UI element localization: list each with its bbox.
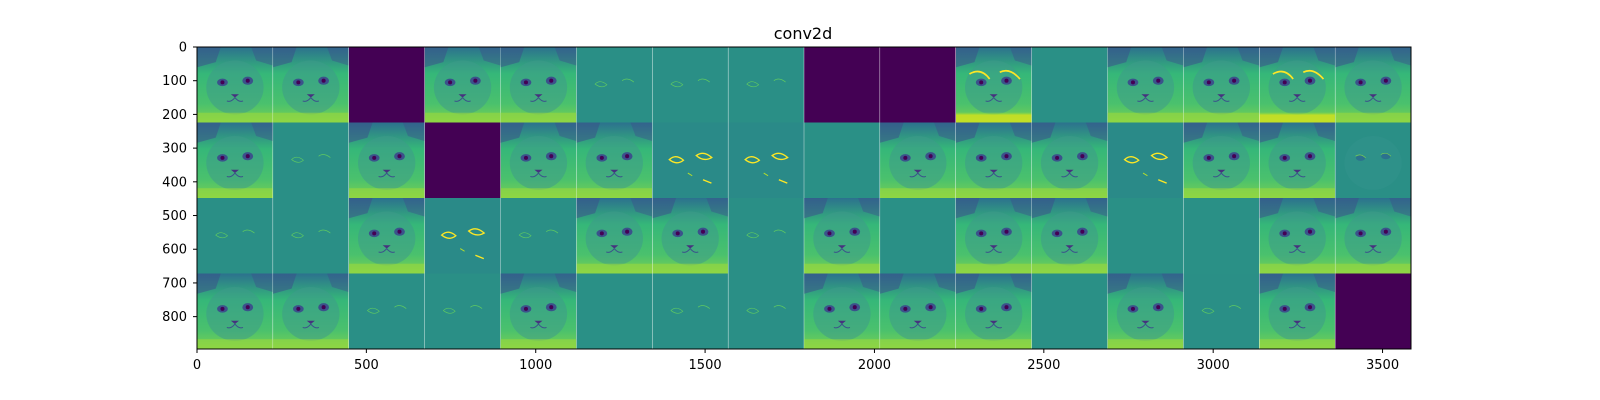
feature-map-tile	[424, 47, 501, 123]
feature-map-tile	[1107, 273, 1184, 349]
y-axis: 0 100 200 300 400 500 600 700 800	[162, 41, 197, 325]
y-tick-label: 500	[162, 209, 187, 224]
feature-map-tile	[348, 122, 425, 198]
feature-map-tile	[955, 122, 1032, 198]
x-axis: 0 500 1000 1500 2000 2500 3000 3500	[193, 349, 1399, 373]
x-tick-label: 2000	[858, 358, 891, 373]
feature-map-tile	[880, 198, 956, 274]
x-tick-label: 1000	[519, 358, 552, 373]
y-tick-label: 200	[162, 108, 187, 123]
feature-map-tile	[576, 198, 653, 274]
feature-map-tile	[197, 122, 273, 198]
feature-map-tile	[652, 47, 729, 123]
feature-map-tile	[272, 122, 349, 198]
feature-map-tile	[956, 47, 1032, 123]
feature-map-tile	[880, 47, 956, 123]
feature-map-tile	[424, 273, 501, 349]
feature-map-tile	[1031, 122, 1108, 198]
feature-map-tile	[955, 198, 1032, 274]
feature-map-tile	[1259, 273, 1336, 349]
feature-map-tile	[652, 122, 729, 198]
y-tick-label: 300	[162, 142, 187, 157]
feature-map-tile	[576, 47, 653, 123]
feature-map-tile	[1107, 122, 1184, 198]
feature-map-grid	[197, 47, 1411, 349]
feature-map-tile	[728, 47, 804, 123]
feature-map-tile	[500, 47, 577, 123]
feature-map-tile	[652, 198, 729, 274]
chart-title: conv2d	[774, 24, 833, 43]
x-tick-label: 2500	[1027, 358, 1060, 373]
feature-map-tile	[272, 198, 349, 274]
feature-map-tile	[1259, 47, 1335, 123]
feature-map-tile	[879, 273, 956, 349]
plot-frame	[196, 46, 1412, 350]
x-tick-label: 1500	[689, 358, 722, 373]
feature-map-tile	[197, 273, 273, 349]
feature-map-tile	[576, 273, 653, 349]
feature-map-tile	[1259, 122, 1336, 198]
x-tick-label: 3000	[1197, 358, 1230, 373]
y-tick-label: 600	[162, 243, 187, 258]
feature-map-tile	[348, 198, 425, 274]
feature-map-tile	[955, 273, 1032, 349]
feature-map-tile	[804, 47, 880, 123]
feature-map-tile	[1107, 198, 1184, 274]
feature-map-tile	[197, 47, 273, 123]
feature-map-tile	[500, 273, 577, 349]
feature-map-tile	[197, 198, 273, 274]
feature-map-tile	[1183, 122, 1260, 198]
feature-map-tile	[348, 273, 425, 349]
feature-map-tile	[348, 47, 425, 123]
y-tick-label: 0	[179, 41, 187, 56]
feature-map-tile	[1335, 198, 1411, 274]
feature-map-tile	[1259, 198, 1336, 274]
feature-map-tile	[500, 198, 577, 274]
feature-map-tile	[424, 122, 501, 198]
feature-map-tile	[576, 122, 653, 198]
y-tick-label: 800	[162, 310, 187, 325]
feature-map-tile	[728, 198, 804, 274]
feature-map-tile	[1183, 273, 1260, 349]
feature-map-tile	[879, 122, 956, 198]
feature-map-tile	[1335, 122, 1411, 198]
feature-map-tile	[728, 122, 804, 198]
feature-map-tile	[1031, 198, 1108, 274]
feature-map-tile	[1031, 273, 1108, 349]
feature-map-tile	[1031, 47, 1108, 123]
feature-map-tile	[1183, 198, 1260, 274]
feature-map-tile	[1335, 273, 1411, 349]
x-tick-label: 0	[193, 358, 201, 373]
y-tick-label: 700	[162, 276, 187, 291]
x-tick-label: 3500	[1366, 358, 1399, 373]
y-tick-label: 100	[162, 74, 187, 89]
feature-map-tile	[1107, 47, 1184, 123]
feature-map-tile	[804, 198, 880, 274]
feature-map-tile	[272, 273, 349, 349]
feature-map-tile	[728, 273, 804, 349]
x-tick-label: 500	[354, 358, 379, 373]
feature-map-tile	[804, 273, 880, 349]
feature-map-tile	[652, 273, 729, 349]
feature-map-tile	[1183, 47, 1260, 123]
feature-map-tile	[804, 122, 880, 198]
feature-map-tile	[1335, 47, 1411, 123]
feature-map-tile	[272, 47, 349, 123]
feature-map-tile	[500, 122, 577, 198]
y-tick-label: 400	[162, 175, 187, 190]
feature-map-tile	[424, 198, 501, 274]
